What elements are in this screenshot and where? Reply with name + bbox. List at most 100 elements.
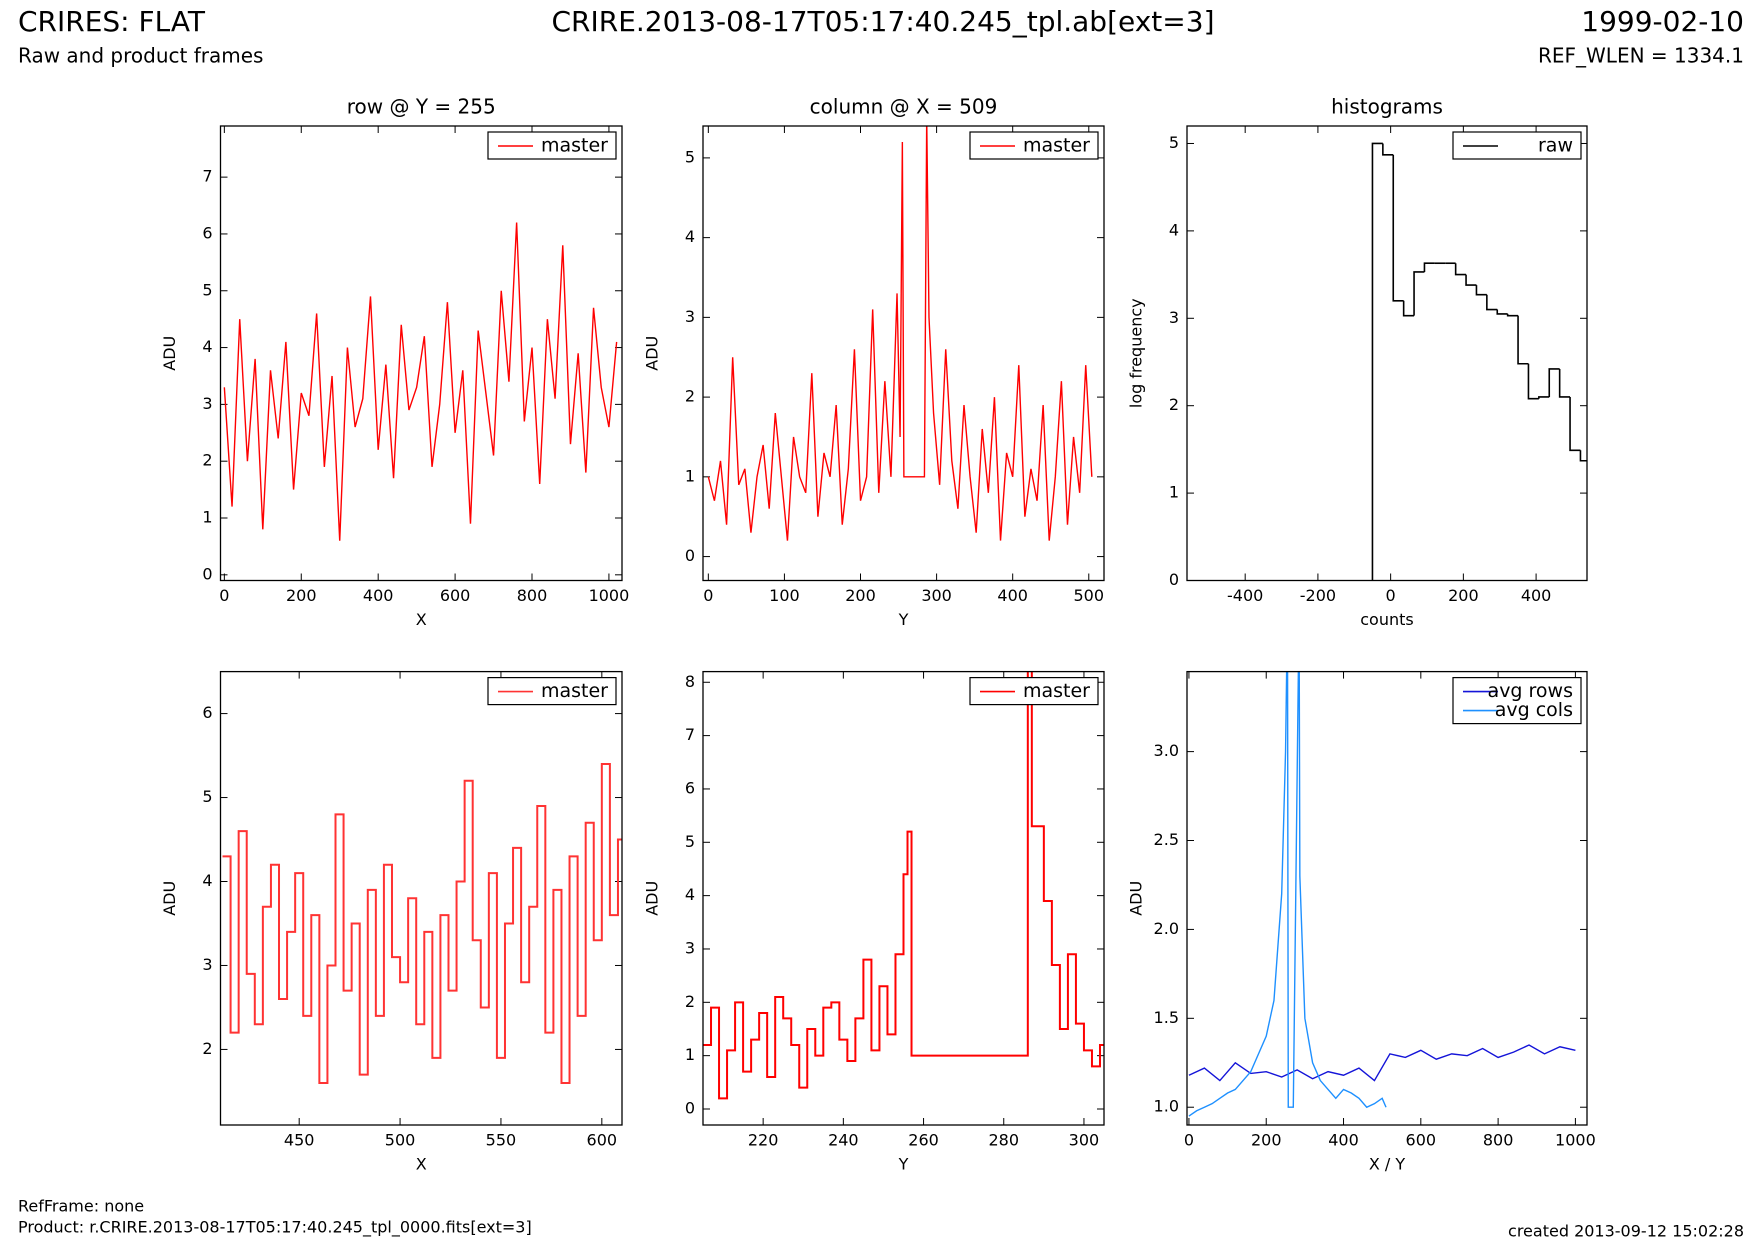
figure-title: CRIRES: FLAT bbox=[18, 5, 206, 38]
x-tick-label: 200 bbox=[845, 586, 876, 605]
y-tick-label: 1 bbox=[685, 466, 695, 485]
legend: master bbox=[969, 676, 1099, 706]
x-tick-label: 200 bbox=[1448, 586, 1479, 605]
date: 1999-02-10 bbox=[1581, 5, 1744, 38]
y-tick-label: 1.0 bbox=[1154, 1097, 1179, 1116]
histogram-bin bbox=[1496, 309, 1508, 315]
x-tick-label: 0 bbox=[219, 586, 229, 605]
legend-label: avg rows bbox=[1488, 680, 1573, 702]
y-tick-label: 2 bbox=[202, 451, 212, 470]
y-tick-label: 1 bbox=[202, 508, 212, 527]
y-tick-label: 1 bbox=[1169, 483, 1179, 502]
data-line bbox=[1188, 1044, 1576, 1082]
plot-frame bbox=[1186, 670, 1588, 1126]
plot-area bbox=[707, 126, 1093, 541]
plot-area bbox=[1371, 142, 1587, 581]
histogram-bin bbox=[1527, 363, 1539, 400]
x-axis-label: counts bbox=[1360, 610, 1413, 629]
y-tick-label: 0 bbox=[202, 564, 212, 583]
histogram-bin bbox=[1392, 154, 1404, 302]
y-tick-label: 2 bbox=[685, 387, 695, 406]
x-tick-label: 260 bbox=[908, 1131, 939, 1150]
y-axis-label: ADU bbox=[1127, 881, 1146, 916]
plot-area bbox=[222, 762, 622, 1085]
x-tick-label: 200 bbox=[1251, 1131, 1282, 1150]
panel-title: column @ X = 509 bbox=[810, 95, 998, 119]
y-tick-label: 4 bbox=[1169, 220, 1179, 239]
legend-label: master bbox=[541, 680, 608, 702]
y-axis-label: ADU bbox=[160, 881, 179, 916]
y-tick-label: 6 bbox=[685, 778, 695, 797]
legend-label: raw bbox=[1538, 135, 1573, 157]
x-tick-label: 0 bbox=[703, 586, 713, 605]
x-tick-label: 240 bbox=[828, 1131, 859, 1150]
y-tick-label: 2 bbox=[202, 1039, 212, 1058]
x-axis-label: Y bbox=[898, 610, 909, 629]
x-tick-label: 300 bbox=[921, 586, 952, 605]
histogram-bin bbox=[1538, 396, 1550, 399]
y-tick-label: 2 bbox=[685, 992, 695, 1011]
legend-label: master bbox=[1023, 680, 1090, 702]
plot-frame bbox=[702, 670, 1105, 1126]
y-tick-label: 4 bbox=[685, 227, 695, 246]
plot-frame bbox=[219, 670, 623, 1126]
x-tick-label: 400 bbox=[1521, 586, 1552, 605]
x-axis-label: X bbox=[416, 1155, 427, 1174]
y-tick-label: 5 bbox=[202, 787, 212, 806]
plot-frame bbox=[219, 125, 623, 582]
y-tick-label: 3 bbox=[1169, 308, 1179, 327]
x-tick-label: -200 bbox=[1300, 586, 1336, 605]
y-tick-label: 1.5 bbox=[1154, 1008, 1179, 1027]
x-tick-label: 600 bbox=[440, 586, 471, 605]
y-tick-label: 0 bbox=[685, 1098, 695, 1117]
panel: column @ X = 509 Y ADU 0 100 200 300 400 500 0 1 2 3… bbox=[643, 95, 1105, 629]
x-tick-label: 400 bbox=[1328, 1131, 1359, 1150]
x-tick-label: 1000 bbox=[589, 586, 630, 605]
data-line bbox=[703, 671, 1104, 1100]
y-tick-label: 8 bbox=[685, 672, 695, 691]
legend-label: master bbox=[541, 135, 608, 157]
ref-frame: RefFrame: none bbox=[18, 1197, 144, 1216]
legend: master bbox=[969, 131, 1099, 160]
y-tick-label: 2.0 bbox=[1154, 919, 1179, 938]
x-tick-label: 220 bbox=[748, 1131, 779, 1150]
x-tick-label: 800 bbox=[1483, 1131, 1514, 1150]
histogram-bin bbox=[1579, 450, 1587, 462]
histogram-bin bbox=[1558, 368, 1571, 398]
data-line bbox=[222, 762, 622, 1085]
panel: X ADU 450 500 550 600 2 3 4 5 6 master bbox=[160, 670, 623, 1174]
y-axis-label: ADU bbox=[643, 881, 662, 916]
plot-area bbox=[223, 222, 618, 541]
x-tick-label: 500 bbox=[1074, 586, 1105, 605]
histogram-bin bbox=[1475, 285, 1487, 296]
x-tick-label: 550 bbox=[486, 1131, 517, 1150]
legend: master bbox=[487, 131, 617, 160]
x-axis-label: X bbox=[416, 610, 427, 629]
x-tick-label: 0 bbox=[1184, 1131, 1194, 1150]
x-tick-label: 600 bbox=[1406, 1131, 1437, 1150]
y-tick-label: 7 bbox=[685, 725, 695, 744]
x-tick-label: 400 bbox=[997, 586, 1028, 605]
x-tick-label: 400 bbox=[363, 586, 394, 605]
y-tick-label: 0 bbox=[1169, 570, 1179, 589]
y-axis-label: ADU bbox=[160, 336, 179, 371]
histogram-bin bbox=[1465, 274, 1477, 286]
data-line bbox=[1188, 671, 1387, 1117]
y-tick-label: 3.0 bbox=[1154, 741, 1179, 760]
histogram-bin bbox=[1569, 396, 1581, 452]
x-axis-label: X / Y bbox=[1369, 1155, 1406, 1174]
histogram-bin bbox=[1454, 263, 1467, 276]
histogram-bin bbox=[1548, 368, 1560, 397]
x-tick-label: 600 bbox=[587, 1131, 618, 1150]
y-tick-label: 6 bbox=[202, 223, 212, 242]
panel-title: row @ Y = 255 bbox=[347, 95, 496, 119]
x-tick-label: 800 bbox=[517, 586, 548, 605]
histogram-bin bbox=[1371, 142, 1383, 581]
y-tick-label: 3 bbox=[685, 938, 695, 957]
created: created 2013-09-12 15:02:28 bbox=[1508, 1222, 1744, 1241]
data-line bbox=[707, 126, 1093, 541]
panel: X / Y ADU 0 200 400 600 800 1000 1.0 1.5 2.0 2.5 3.0… bbox=[1127, 670, 1596, 1174]
legend-box bbox=[1452, 676, 1582, 725]
